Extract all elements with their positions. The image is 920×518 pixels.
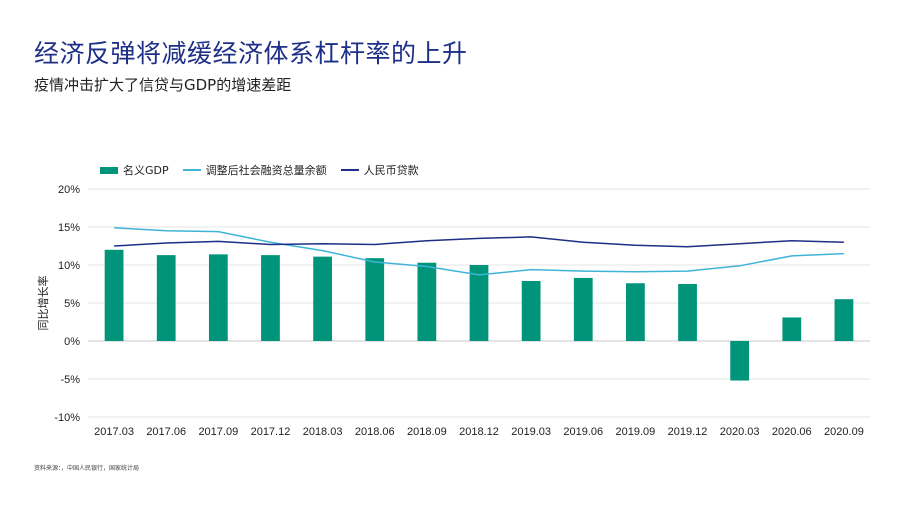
bar-gdp: [417, 262, 437, 341]
page-title: 经济反弹将减缓经济体系杠杆率的上升: [34, 39, 468, 68]
legend-label-tsf: 调整后社会融资总量余额: [205, 164, 327, 177]
bar-gdp: [521, 280, 541, 341]
x-tick-label: 2018.06: [355, 426, 395, 438]
bar-gdp: [104, 249, 124, 341]
bar-gdp: [208, 254, 228, 341]
x-tick-label: 2019.06: [563, 426, 603, 438]
x-tick-label: 2017.09: [198, 426, 238, 438]
legend-swatch-tsf: [182, 169, 201, 171]
legend-swatch-loans: [340, 169, 359, 171]
legend-item-tsf: 调整后社会融资总量余额: [182, 162, 327, 178]
x-tick-label: 2017.06: [146, 426, 186, 438]
x-tick-label: 2019.09: [616, 426, 656, 438]
x-tick-label: 2019.03: [511, 426, 551, 438]
bar-gdp: [678, 284, 697, 341]
y-tick-label: 0%: [64, 336, 80, 348]
bar-gdp: [626, 283, 645, 341]
y-tick-label: 5%: [64, 298, 80, 310]
line-tsf: [114, 227, 844, 276]
x-tick-label: 2018.12: [459, 426, 499, 438]
y-axis-label: 同比增长率: [36, 276, 50, 331]
bar-gdp: [261, 255, 280, 341]
bar-gdp: [834, 299, 854, 341]
bar-gdp: [313, 256, 332, 341]
bar-gdp: [573, 277, 593, 341]
legend-item-loans: 人民币贷款: [340, 162, 419, 178]
bar-gdp: [782, 317, 802, 341]
legend-label-gdp: 名义GDP: [123, 164, 169, 177]
y-tick-label: 15%: [58, 222, 80, 234]
bar-gdp: [469, 265, 489, 341]
x-tick-label: 2020.06: [772, 426, 812, 438]
source-note: 资料来源：，中国人民银行，国家统计局: [34, 465, 140, 472]
legend-swatch-gdp: [100, 166, 118, 174]
chart-legend: 名义GDP 调整后社会融资总量余额 人民币贷款: [100, 162, 433, 178]
y-tick-label: -10%: [54, 412, 80, 424]
bar-gdp: [730, 341, 750, 381]
x-tick-label: 2020.03: [720, 426, 760, 438]
legend-item-gdp: 名义GDP: [100, 162, 169, 178]
x-tick-label: 2017.12: [251, 426, 291, 438]
bar-gdp: [365, 258, 385, 341]
x-tick-label: 2020.09: [824, 426, 864, 438]
legend-label-loans: 人民币贷款: [363, 164, 419, 177]
y-tick-label: 10%: [58, 260, 80, 272]
x-tick-label: 2018.03: [303, 426, 343, 438]
line-loans: [114, 236, 844, 248]
x-tick-label: 2017.03: [94, 426, 134, 438]
page-subtitle: 疫情冲击扩大了信贷与GDP的增速差距: [34, 76, 292, 94]
x-tick-label: 2019.12: [668, 426, 708, 438]
x-tick-label: 2018.09: [407, 426, 447, 438]
y-tick-label: -5%: [60, 374, 80, 386]
bar-gdp: [156, 255, 176, 341]
y-tick-label: 20%: [58, 184, 80, 196]
